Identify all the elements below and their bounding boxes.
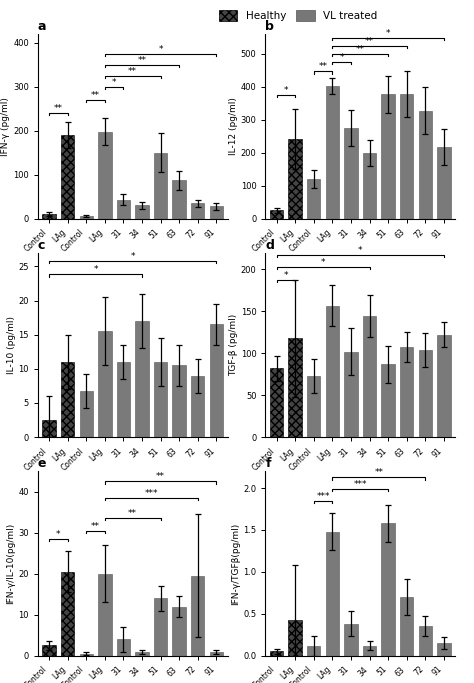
Text: **: ** xyxy=(356,45,365,54)
Text: *: * xyxy=(386,29,391,38)
Bar xyxy=(344,128,358,219)
Bar xyxy=(117,362,130,437)
Text: **: ** xyxy=(319,62,328,72)
Bar xyxy=(80,654,93,656)
Bar xyxy=(154,598,167,656)
Text: **: ** xyxy=(128,510,137,518)
Text: d: d xyxy=(265,238,274,251)
Bar xyxy=(173,607,186,656)
Bar xyxy=(400,346,413,437)
Bar xyxy=(307,376,320,437)
Text: ***: *** xyxy=(316,492,330,501)
Bar xyxy=(80,217,93,219)
Y-axis label: TGF-β (pg/ml): TGF-β (pg/ml) xyxy=(229,313,238,376)
Bar xyxy=(80,391,93,437)
Legend: Healthy, VL treated: Healthy, VL treated xyxy=(219,10,378,20)
Text: b: b xyxy=(265,20,274,33)
Bar xyxy=(289,139,302,219)
Text: **: ** xyxy=(156,473,165,482)
Text: *: * xyxy=(339,53,344,62)
Bar xyxy=(270,368,283,437)
Text: *: * xyxy=(56,530,61,539)
Bar xyxy=(98,574,111,656)
Text: *: * xyxy=(283,85,288,94)
Bar xyxy=(191,576,204,656)
Text: **: ** xyxy=(91,522,100,531)
Bar xyxy=(42,214,56,219)
Bar xyxy=(307,179,320,219)
Bar xyxy=(191,203,204,219)
Text: c: c xyxy=(38,238,46,251)
Bar xyxy=(437,147,451,219)
Bar xyxy=(270,652,283,656)
Bar xyxy=(419,350,432,437)
Bar xyxy=(42,420,56,437)
Text: **: ** xyxy=(128,67,137,76)
Bar xyxy=(437,335,451,437)
Bar xyxy=(117,199,130,219)
Bar xyxy=(326,86,339,219)
Bar xyxy=(363,645,376,656)
Text: ***: *** xyxy=(354,480,367,489)
Bar xyxy=(135,652,149,656)
Bar xyxy=(135,206,149,219)
Bar xyxy=(419,626,432,656)
Text: *: * xyxy=(283,271,288,280)
Bar xyxy=(154,362,167,437)
Bar xyxy=(344,352,358,437)
Bar xyxy=(61,362,74,437)
Text: e: e xyxy=(38,457,46,470)
Text: *: * xyxy=(93,266,98,275)
Bar xyxy=(437,643,451,656)
Bar xyxy=(117,639,130,656)
Y-axis label: IL-10 (pg/ml): IL-10 (pg/ml) xyxy=(7,316,16,374)
Bar xyxy=(400,94,413,219)
Bar xyxy=(135,321,149,437)
Bar xyxy=(154,153,167,219)
Y-axis label: IFN-γ (pg/ml): IFN-γ (pg/ml) xyxy=(1,97,10,156)
Bar xyxy=(173,180,186,219)
Text: *: * xyxy=(112,78,117,87)
Bar xyxy=(326,531,339,656)
Bar xyxy=(191,376,204,437)
Text: **: ** xyxy=(365,37,374,46)
Bar xyxy=(344,624,358,656)
Bar xyxy=(382,523,395,656)
Bar xyxy=(363,153,376,219)
Bar xyxy=(400,597,413,656)
Bar xyxy=(289,338,302,437)
Text: a: a xyxy=(38,20,46,33)
Y-axis label: IL-12 (pg/ml): IL-12 (pg/ml) xyxy=(229,98,238,155)
Text: *: * xyxy=(321,258,325,267)
Bar xyxy=(363,316,376,437)
Bar xyxy=(61,572,74,656)
Text: **: ** xyxy=(374,469,383,477)
Bar xyxy=(173,365,186,437)
Y-axis label: IFN-γ/TGFβ(pg/ml): IFN-γ/TGFβ(pg/ml) xyxy=(231,522,240,604)
Bar xyxy=(42,645,56,656)
Bar xyxy=(289,619,302,656)
Bar xyxy=(326,305,339,437)
Bar xyxy=(98,331,111,437)
Text: **: ** xyxy=(91,91,100,100)
Text: f: f xyxy=(265,457,271,470)
Bar xyxy=(382,94,395,219)
Bar xyxy=(382,364,395,437)
Bar xyxy=(270,210,283,219)
Text: *: * xyxy=(158,45,163,54)
Bar xyxy=(210,324,223,437)
Text: **: ** xyxy=(54,104,63,113)
Text: ***: *** xyxy=(145,489,158,498)
Bar xyxy=(210,206,223,219)
Bar xyxy=(98,132,111,219)
Bar xyxy=(307,645,320,656)
Bar xyxy=(210,652,223,656)
Text: **: ** xyxy=(137,56,146,65)
Text: *: * xyxy=(130,252,135,261)
Bar xyxy=(61,135,74,219)
Y-axis label: IFN-γ/IL-10(pg/ml): IFN-γ/IL-10(pg/ml) xyxy=(7,523,16,604)
Bar xyxy=(419,111,432,219)
Text: *: * xyxy=(358,246,363,255)
